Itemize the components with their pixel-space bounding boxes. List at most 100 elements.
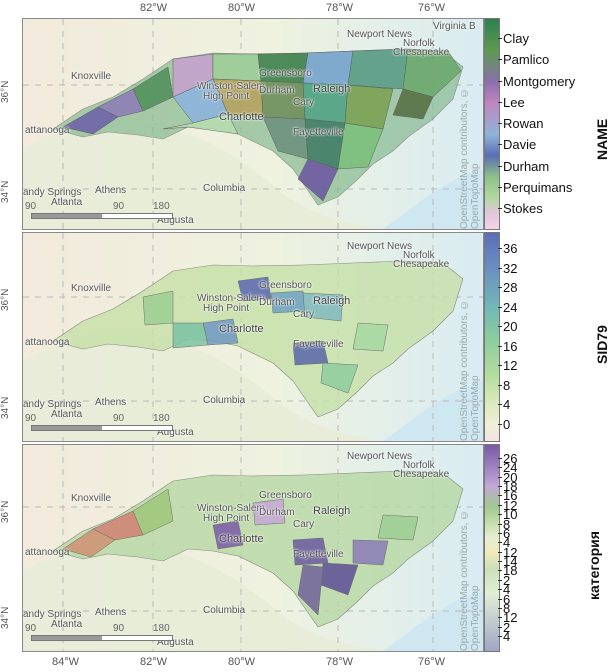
place-sandy-springs-2: andy Springs	[23, 399, 82, 410]
legend-tick-category-13	[498, 579, 502, 581]
legend-tick-sid79-5	[498, 345, 502, 347]
legend-label-name-3: Lee	[503, 94, 525, 110]
place-chesapeake: Chesapeake	[393, 47, 450, 58]
place-augusta-3: Augusta	[157, 637, 194, 648]
place-chattanooga-2: attanooga	[25, 337, 70, 348]
map-panel-name[interactable]: 84°W Virginia B Newport News Norfolk Che…	[22, 18, 484, 230]
legend-tick-category-5	[498, 504, 502, 506]
legend-label-sid79-0: 36	[503, 241, 518, 256]
legend-tick-category-0	[498, 458, 502, 459]
legend-tick-name-5	[498, 144, 502, 146]
place-cary-3: Cary	[293, 519, 315, 530]
legend-bar-name	[484, 18, 500, 230]
legend-label-category-15: 6	[503, 591, 511, 607]
legend-label-category-13: 2	[503, 572, 511, 588]
y-tick-36n-3: 36°N	[0, 500, 11, 524]
legend-label-category-1: 24	[503, 460, 518, 476]
place-norfolk: Norfolk	[403, 38, 435, 49]
legend-tick-category-14	[498, 589, 502, 591]
scale-label-a: 90	[25, 201, 37, 212]
legend-tick-sid79-6	[498, 365, 502, 367]
place-greensboro: Greensboro	[259, 68, 312, 79]
legend-tick-category-18	[498, 626, 502, 628]
legend-label-category-19: 4	[503, 629, 511, 644]
place-winston-salem-2: Winston-Salem	[197, 293, 265, 304]
scale-label-a-3: 90	[25, 623, 37, 634]
place-athens-2: Athens	[95, 397, 127, 408]
legend-label-name-7: Perquimans	[503, 179, 573, 195]
legend-tick-category-12	[498, 570, 502, 572]
place-chesapeake-2: Chesapeake	[393, 259, 450, 270]
legend-label-category-7: 8	[503, 516, 511, 532]
place-fayetteville-2: Fayetteville	[293, 339, 344, 350]
legend-label-name-0: Clay	[503, 31, 530, 46]
legend-label-name-4: Rowan	[503, 116, 544, 131]
legend-label-category-3: 18	[503, 479, 518, 495]
legend-tick-category-19	[498, 636, 502, 637]
y-tick-36n-2: 36°N	[0, 288, 11, 312]
x-tick-80w-bottom: 80°W	[228, 656, 256, 668]
legend-label-category-11: 14	[503, 554, 518, 570]
legend-label-sid79-9: 0	[503, 417, 511, 432]
legend-tick-name-4	[498, 123, 502, 124]
legend-tick-category-1	[498, 467, 502, 469]
place-norfolk-3: Norfolk	[403, 460, 435, 471]
place-sandy-springs-3: andy Springs	[23, 609, 82, 620]
place-charlotte-3: Charlotte	[219, 533, 264, 545]
place-greensboro-2: Greensboro	[259, 280, 312, 291]
legend-tick-sid79-1	[498, 267, 502, 269]
legend-tick-category-7	[498, 523, 502, 525]
place-columbia: Columbia	[203, 183, 246, 194]
place-charlotte: Charlotte	[219, 111, 264, 123]
legend-tick-category-9	[498, 542, 502, 544]
y-tick-34n-2: 34°N	[0, 396, 11, 420]
attribution-text: OpenStreetMap contributors, © OpenTopoMa…	[459, 86, 481, 229]
place-virginia-beach: Virginia B	[433, 21, 476, 32]
scale-label-b: 90	[113, 201, 125, 212]
legend-label-name-2: Montgomery	[503, 73, 576, 89]
y-tick-34n-1: 34°N	[0, 180, 11, 204]
place-cary: Cary	[293, 97, 315, 108]
legend-label-name-5: Davie	[503, 137, 537, 153]
legend-label-category-16: 8	[503, 600, 511, 616]
legend-tick-name-0	[498, 38, 502, 39]
place-charlotte-2: Charlotte	[219, 323, 264, 335]
map-canvas-category[interactable]	[23, 445, 483, 651]
legend-tick-sid79-9	[498, 424, 502, 425]
legend-tick-category-11	[498, 561, 502, 563]
scale-label-b-2: 90	[113, 413, 125, 424]
x-tick-82w-bottom: 82°W	[140, 656, 168, 668]
x-tick-78w-bottom: 78°W	[326, 656, 354, 668]
legend-label-name-6: Durham	[503, 158, 550, 174]
place-raleigh-3: Raleigh	[313, 505, 351, 517]
legend-label-category-14: 4	[503, 582, 511, 598]
x-tick-80w: 80°W	[228, 2, 256, 14]
attribution-text-3: OpenStreetMap contributors, © OpenTopoMa…	[459, 508, 481, 651]
scale-bar	[31, 213, 173, 219]
map-canvas-name[interactable]	[23, 19, 483, 229]
map-panel-category[interactable]: Newport News Norfolk Chesapeake Knoxvill…	[22, 444, 484, 652]
legend-label-category-0: 26	[503, 451, 518, 466]
place-raleigh: Raleigh	[313, 83, 351, 95]
place-winston-salem-3: Winston-Salem	[197, 503, 265, 514]
place-norfolk-2: Norfolk	[403, 250, 435, 261]
legend-tick-category-3	[498, 486, 502, 488]
legend-label-sid79-6: 12	[503, 358, 518, 374]
y-tick-34n-3: 34°N	[0, 606, 11, 630]
legend-label-category-12: 18	[503, 563, 518, 579]
place-columbia-3: Columbia	[203, 605, 246, 616]
legend-title-category: категория	[586, 531, 602, 600]
legend-label-sid79-3: 24	[503, 299, 518, 315]
legend-label-category-18: 2	[503, 619, 511, 635]
map-canvas-sid79[interactable]	[23, 233, 483, 441]
legend-tick-name-1	[498, 59, 502, 61]
map-panel-sid79[interactable]: Newport News Norfolk Chesapeake Knoxvill…	[22, 232, 484, 442]
place-newport-news: Newport News	[347, 29, 413, 40]
place-greensboro-3: Greensboro	[259, 490, 312, 501]
place-augusta-2: Augusta	[157, 427, 194, 438]
place-augusta: Augusta	[157, 215, 194, 226]
legend-label-category-9: 4	[503, 535, 511, 551]
legend-tick-sid79-2	[498, 287, 502, 289]
place-sandy-springs: andy Springs	[23, 187, 82, 198]
legend-label-sid79-8: 4	[503, 397, 511, 413]
